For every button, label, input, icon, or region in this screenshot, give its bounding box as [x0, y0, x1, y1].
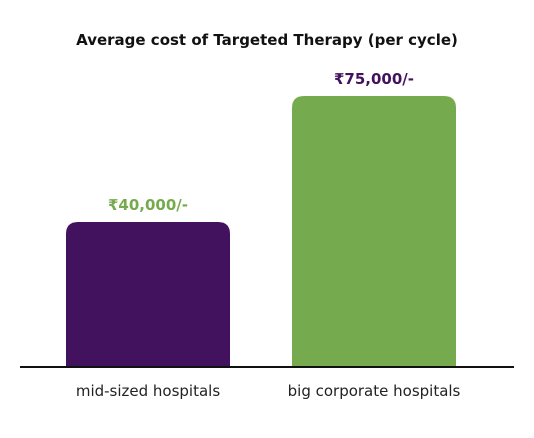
- bar-2: [292, 96, 456, 366]
- bar-1: [66, 222, 230, 366]
- value-label-2: ₹75,000/-: [334, 70, 414, 88]
- value-label-1: ₹40,000/-: [108, 196, 188, 214]
- bars-layer: [66, 96, 456, 366]
- value-labels-layer: ₹40,000/- ₹75,000/-: [108, 70, 414, 214]
- category-label-1: mid-sized hospitals: [76, 382, 221, 400]
- category-label-2: big corporate hospitals: [288, 382, 461, 400]
- chart-title: Average cost of Targeted Therapy (per cy…: [76, 31, 458, 49]
- category-labels-layer: mid-sized hospitals big corporate hospita…: [76, 382, 461, 400]
